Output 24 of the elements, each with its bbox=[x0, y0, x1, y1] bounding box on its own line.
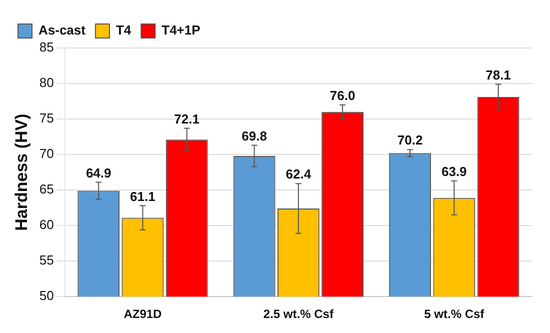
y-axis-title: Hardness (HV) bbox=[12, 114, 31, 231]
legend-label: T4 bbox=[116, 22, 132, 38]
data-label: 62.4 bbox=[286, 166, 312, 182]
y-tick-label: 55 bbox=[39, 252, 54, 268]
x-tick-label: 5 wt.% Csf bbox=[424, 307, 486, 322]
data-label: 69.8 bbox=[242, 128, 267, 144]
data-label: 76.0 bbox=[330, 88, 356, 103]
data-label: 72.1 bbox=[174, 111, 200, 126]
y-tick-label: 70 bbox=[39, 146, 54, 162]
y-tick-label: 60 bbox=[39, 217, 54, 232]
data-label: 78.1 bbox=[486, 67, 511, 82]
y-tick-label: 75 bbox=[39, 110, 54, 126]
x-tick-label: 2.5 wt.% Csf bbox=[263, 307, 334, 322]
legend-label: As-cast bbox=[38, 22, 86, 38]
legend-label: T4+1P bbox=[162, 22, 201, 38]
data-label: 64.9 bbox=[86, 165, 112, 180]
data-label: 70.2 bbox=[397, 132, 423, 148]
x-tick-label: AZ91D bbox=[124, 307, 162, 322]
y-tick-label: 85 bbox=[39, 40, 54, 55]
y-tick-label: 50 bbox=[39, 288, 54, 304]
y-tick-label: 80 bbox=[39, 75, 54, 90]
y-tick-label: 65 bbox=[39, 182, 54, 197]
data-label: 61.1 bbox=[130, 188, 156, 204]
data-label: 63.9 bbox=[441, 164, 467, 179]
